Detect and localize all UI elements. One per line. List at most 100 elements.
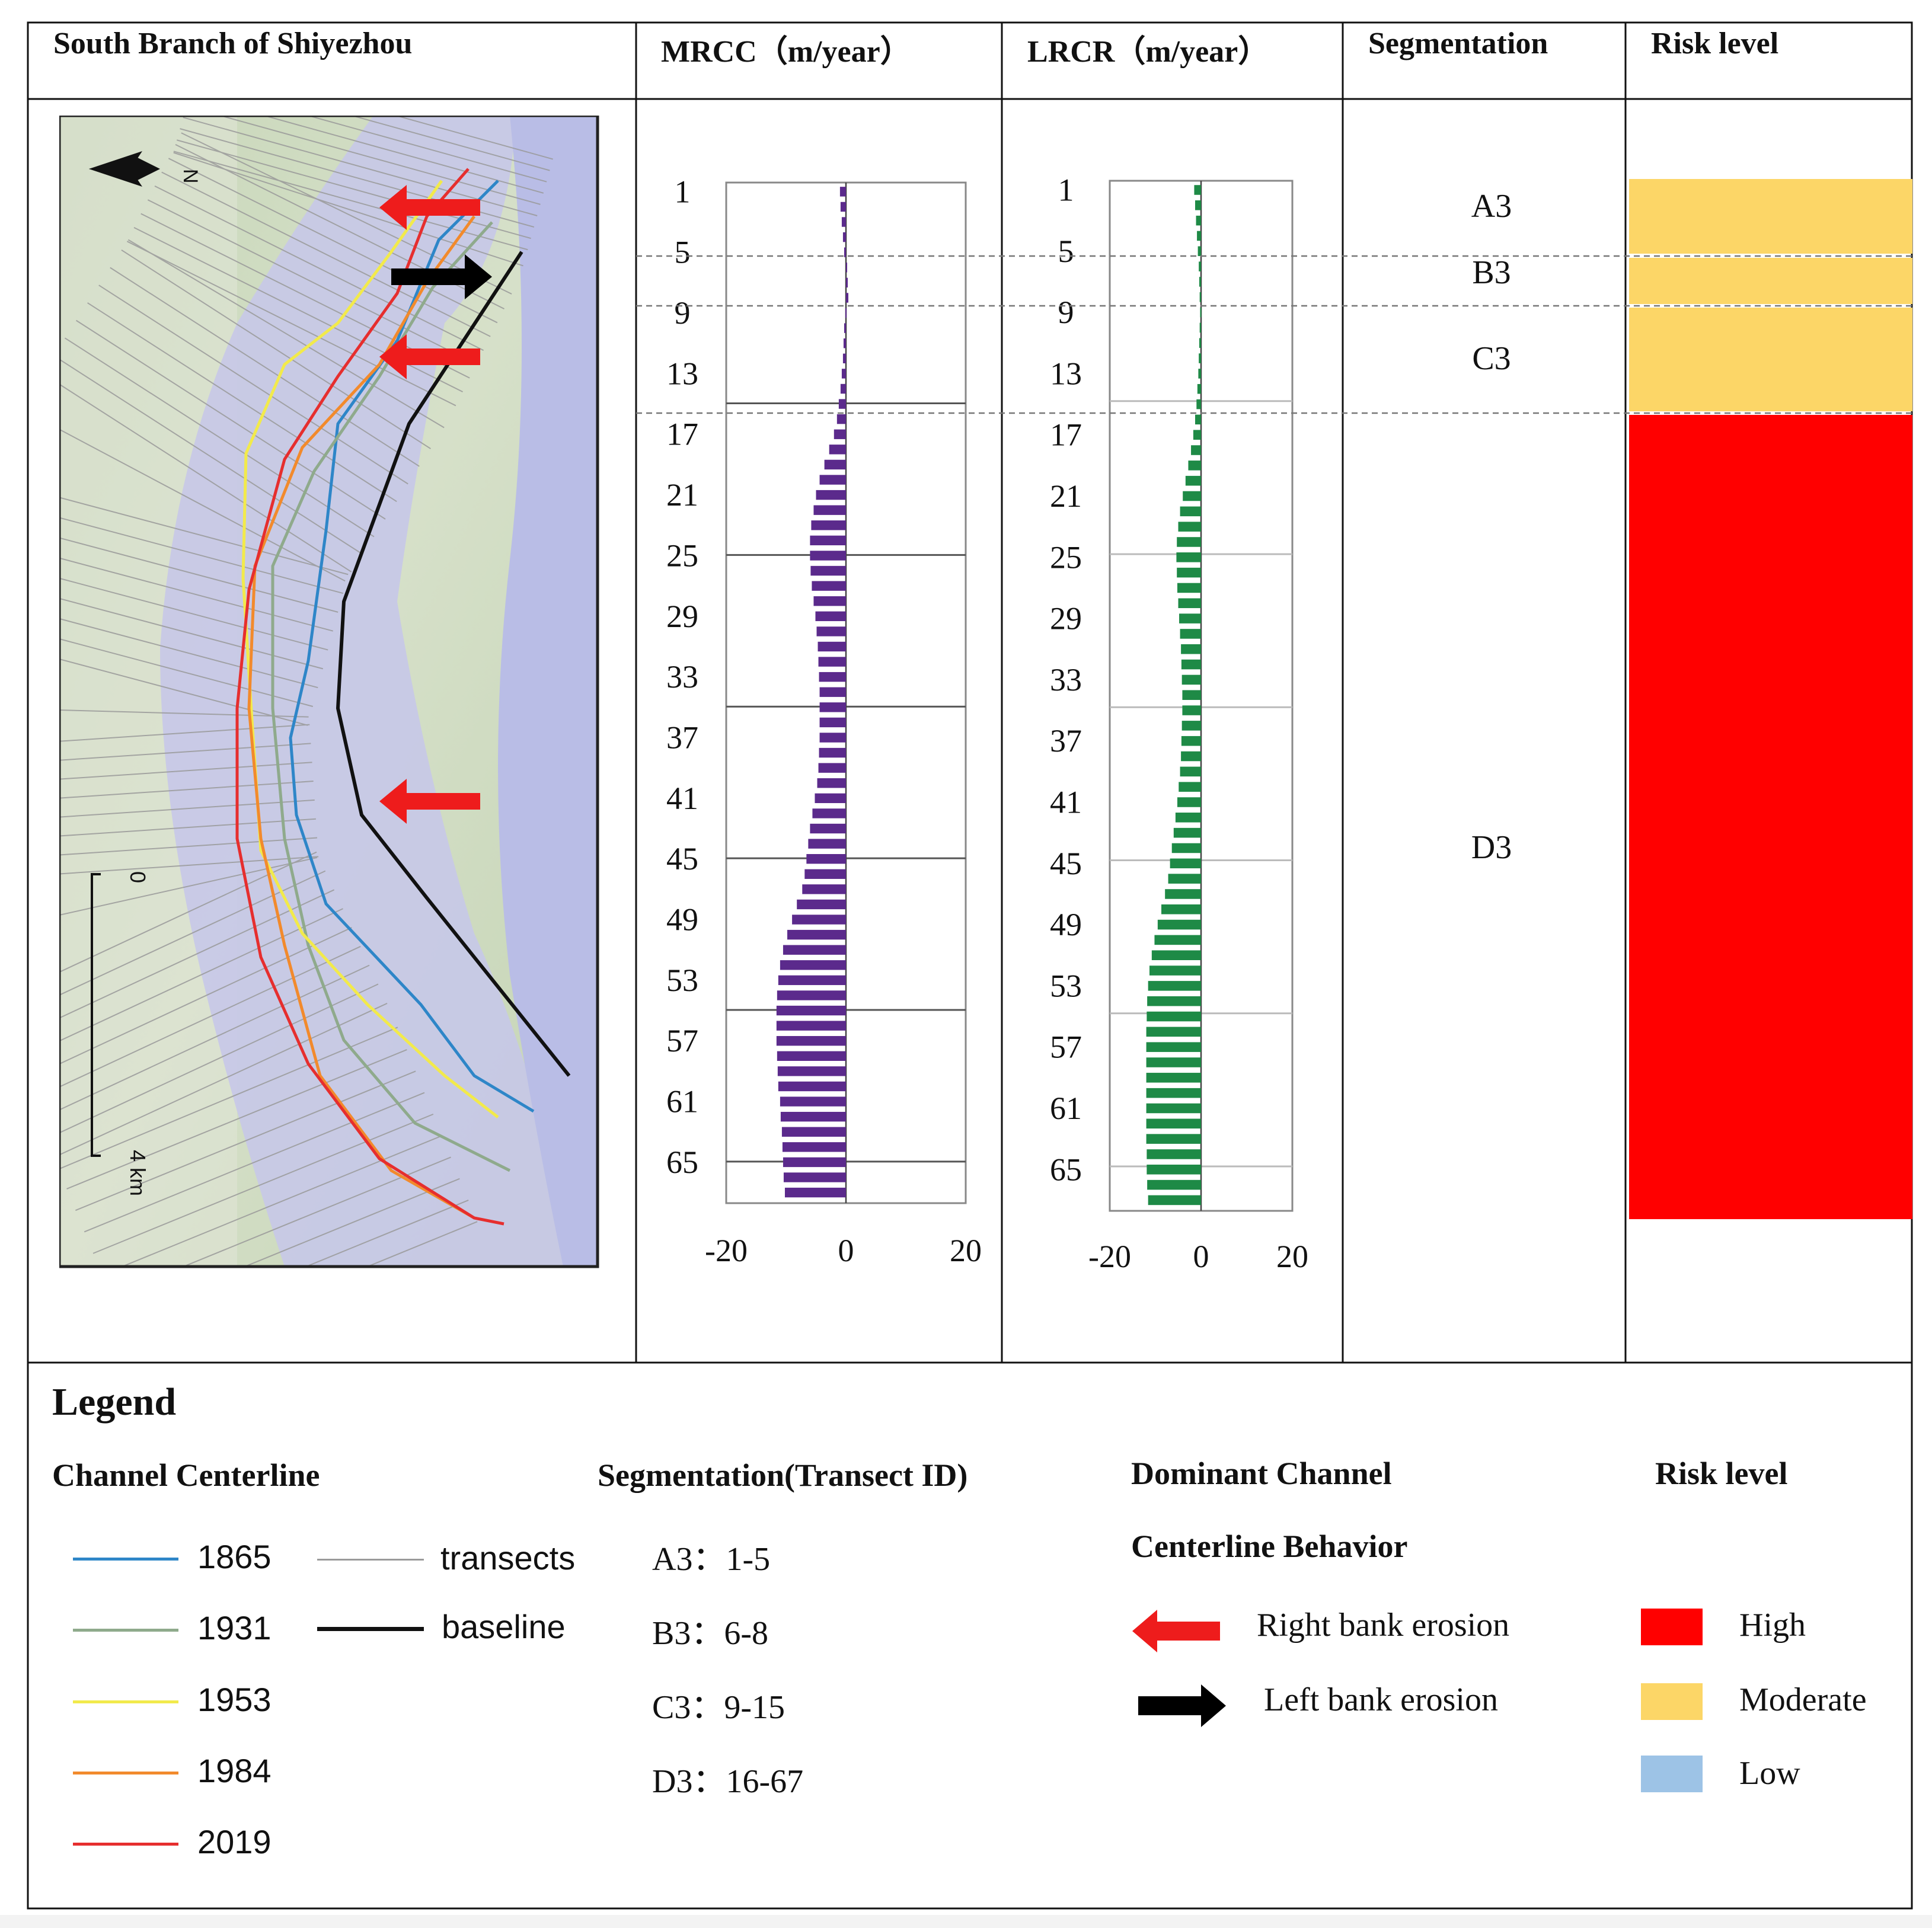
legend-left-arrow-icon bbox=[1138, 1684, 1226, 1727]
bar-transect-3 bbox=[841, 217, 846, 227]
bar-transect-50 bbox=[787, 929, 846, 940]
y-tick-label: 21 bbox=[666, 477, 698, 513]
risk-bar-c3 bbox=[1629, 308, 1912, 411]
north-label: N bbox=[179, 169, 202, 184]
bar-transect-30 bbox=[816, 626, 846, 637]
transect-line bbox=[59, 709, 309, 718]
bar-transect-52 bbox=[780, 960, 846, 970]
transect-line bbox=[59, 638, 314, 707]
bar-transect-66 bbox=[783, 1172, 846, 1182]
bar-transect-12 bbox=[1199, 353, 1201, 363]
y-tick-label: 13 bbox=[1050, 356, 1082, 391]
bar-transect-41 bbox=[1177, 797, 1201, 807]
bar-transect-48 bbox=[797, 899, 846, 910]
transect-line bbox=[87, 302, 397, 503]
map-border bbox=[59, 116, 599, 1268]
y-tick-label: 33 bbox=[666, 659, 698, 695]
header-lrcr: LRCR（m/year） bbox=[1027, 35, 1269, 69]
map-arrow-group bbox=[379, 185, 492, 824]
legend-swatch-1865 bbox=[73, 1558, 178, 1561]
bar-transect-47 bbox=[1165, 889, 1201, 899]
right-bank-erosion-arrow-icon bbox=[379, 334, 480, 379]
bar-transect-22 bbox=[813, 505, 846, 515]
legend-seg-d3: D3：16-67 bbox=[652, 1763, 804, 1800]
bar-transect-28 bbox=[813, 596, 846, 606]
legend-year-1984: 1984 bbox=[197, 1752, 272, 1789]
y-tick-label: 9 bbox=[675, 295, 691, 331]
legend-seg-c3: C3：9-15 bbox=[652, 1689, 785, 1726]
bar-transect-31 bbox=[1181, 644, 1201, 654]
bar-transect-4 bbox=[1197, 231, 1201, 241]
y-tick-label: 21 bbox=[1050, 478, 1082, 514]
bar-transect-19 bbox=[824, 459, 846, 470]
x-tick-label: 20 bbox=[1276, 1239, 1308, 1274]
risk-bar-b3 bbox=[1629, 258, 1912, 304]
transect-line bbox=[173, 152, 523, 267]
bar-transect-12 bbox=[842, 353, 846, 363]
bar-transect-67 bbox=[784, 1187, 846, 1198]
y-tick-label: 65 bbox=[1050, 1152, 1082, 1187]
transect-line bbox=[59, 383, 352, 573]
y-tick-label: 1 bbox=[1058, 172, 1074, 207]
legend-behavior-title-1: Dominant Channel bbox=[1131, 1456, 1392, 1491]
transect-line bbox=[59, 724, 310, 742]
centerline-2019 bbox=[235, 168, 504, 1226]
bar-transect-10 bbox=[844, 323, 846, 333]
legend-right-arrow-icon bbox=[1132, 1610, 1220, 1652]
bar-transect-38 bbox=[1181, 751, 1201, 762]
bar-transect-42 bbox=[1175, 813, 1201, 823]
north-arrow bbox=[89, 151, 160, 187]
bar-transect-34 bbox=[819, 687, 846, 697]
mrcc-chart: 1 5 9 13 17 21 25 29 33 37 41 45 49 53 57 61 65 -20 0 20 bbox=[666, 174, 982, 1268]
header-mrcc: MRCC（m/year） bbox=[661, 35, 911, 69]
legend-risk-high: High bbox=[1739, 1607, 1806, 1644]
transect-line bbox=[304, 1200, 469, 1267]
bar-transect-9 bbox=[1200, 307, 1202, 318]
bar-transect-55 bbox=[1147, 1011, 1201, 1022]
bar-transect-42 bbox=[812, 808, 846, 818]
transect-line bbox=[59, 851, 317, 973]
transect-line bbox=[59, 537, 339, 613]
y-tick-label: 25 bbox=[666, 538, 698, 573]
transect-line bbox=[181, 1156, 451, 1267]
bar-transect-63 bbox=[781, 1127, 846, 1137]
x-tick-label: 0 bbox=[1193, 1239, 1209, 1274]
y-tick-label: 9 bbox=[1058, 295, 1074, 330]
bar-transect-6 bbox=[1199, 261, 1201, 271]
legend-year-1931: 1931 bbox=[197, 1609, 272, 1646]
transect-line bbox=[127, 239, 445, 429]
bar-transect-8 bbox=[846, 293, 849, 303]
bar-transect-51 bbox=[783, 945, 846, 955]
legend-transects: transects bbox=[440, 1539, 576, 1577]
y-tick-label: 61 bbox=[1050, 1091, 1082, 1126]
transect-line bbox=[92, 1113, 434, 1254]
bar-transect-9 bbox=[845, 308, 847, 318]
transect-line bbox=[181, 132, 512, 295]
legend-swatch-baseline bbox=[317, 1627, 424, 1631]
bar-transect-32 bbox=[818, 657, 846, 667]
segment-a3: A3 bbox=[1471, 188, 1512, 225]
y-tick-label: 5 bbox=[1058, 234, 1074, 269]
bar-transect-63 bbox=[1146, 1134, 1201, 1144]
y-tick-label: 65 bbox=[666, 1144, 698, 1180]
bar-transect-54 bbox=[1147, 996, 1201, 1006]
legend-risk-moderate: Moderate bbox=[1739, 1681, 1867, 1718]
y-tick-label: 37 bbox=[666, 720, 698, 755]
y-tick-label: 5 bbox=[675, 235, 691, 270]
y-tick-label: 41 bbox=[666, 781, 698, 816]
bar-transect-27 bbox=[1177, 583, 1201, 593]
bar-transect-11 bbox=[843, 338, 846, 348]
y-tick-label: 57 bbox=[1050, 1029, 1082, 1065]
bar-transect-1 bbox=[839, 187, 846, 197]
transect-line bbox=[59, 577, 328, 651]
bar-transect-38 bbox=[819, 747, 846, 758]
bar-transect-14 bbox=[840, 383, 846, 394]
bar-transect-44 bbox=[808, 839, 846, 849]
segment-b3: B3 bbox=[1472, 254, 1511, 291]
transect-line bbox=[366, 1221, 478, 1267]
transect-line bbox=[59, 983, 379, 1134]
centerline-1984 bbox=[247, 215, 476, 1220]
transect-line bbox=[75, 319, 386, 520]
bar-transect-23 bbox=[1178, 522, 1201, 532]
